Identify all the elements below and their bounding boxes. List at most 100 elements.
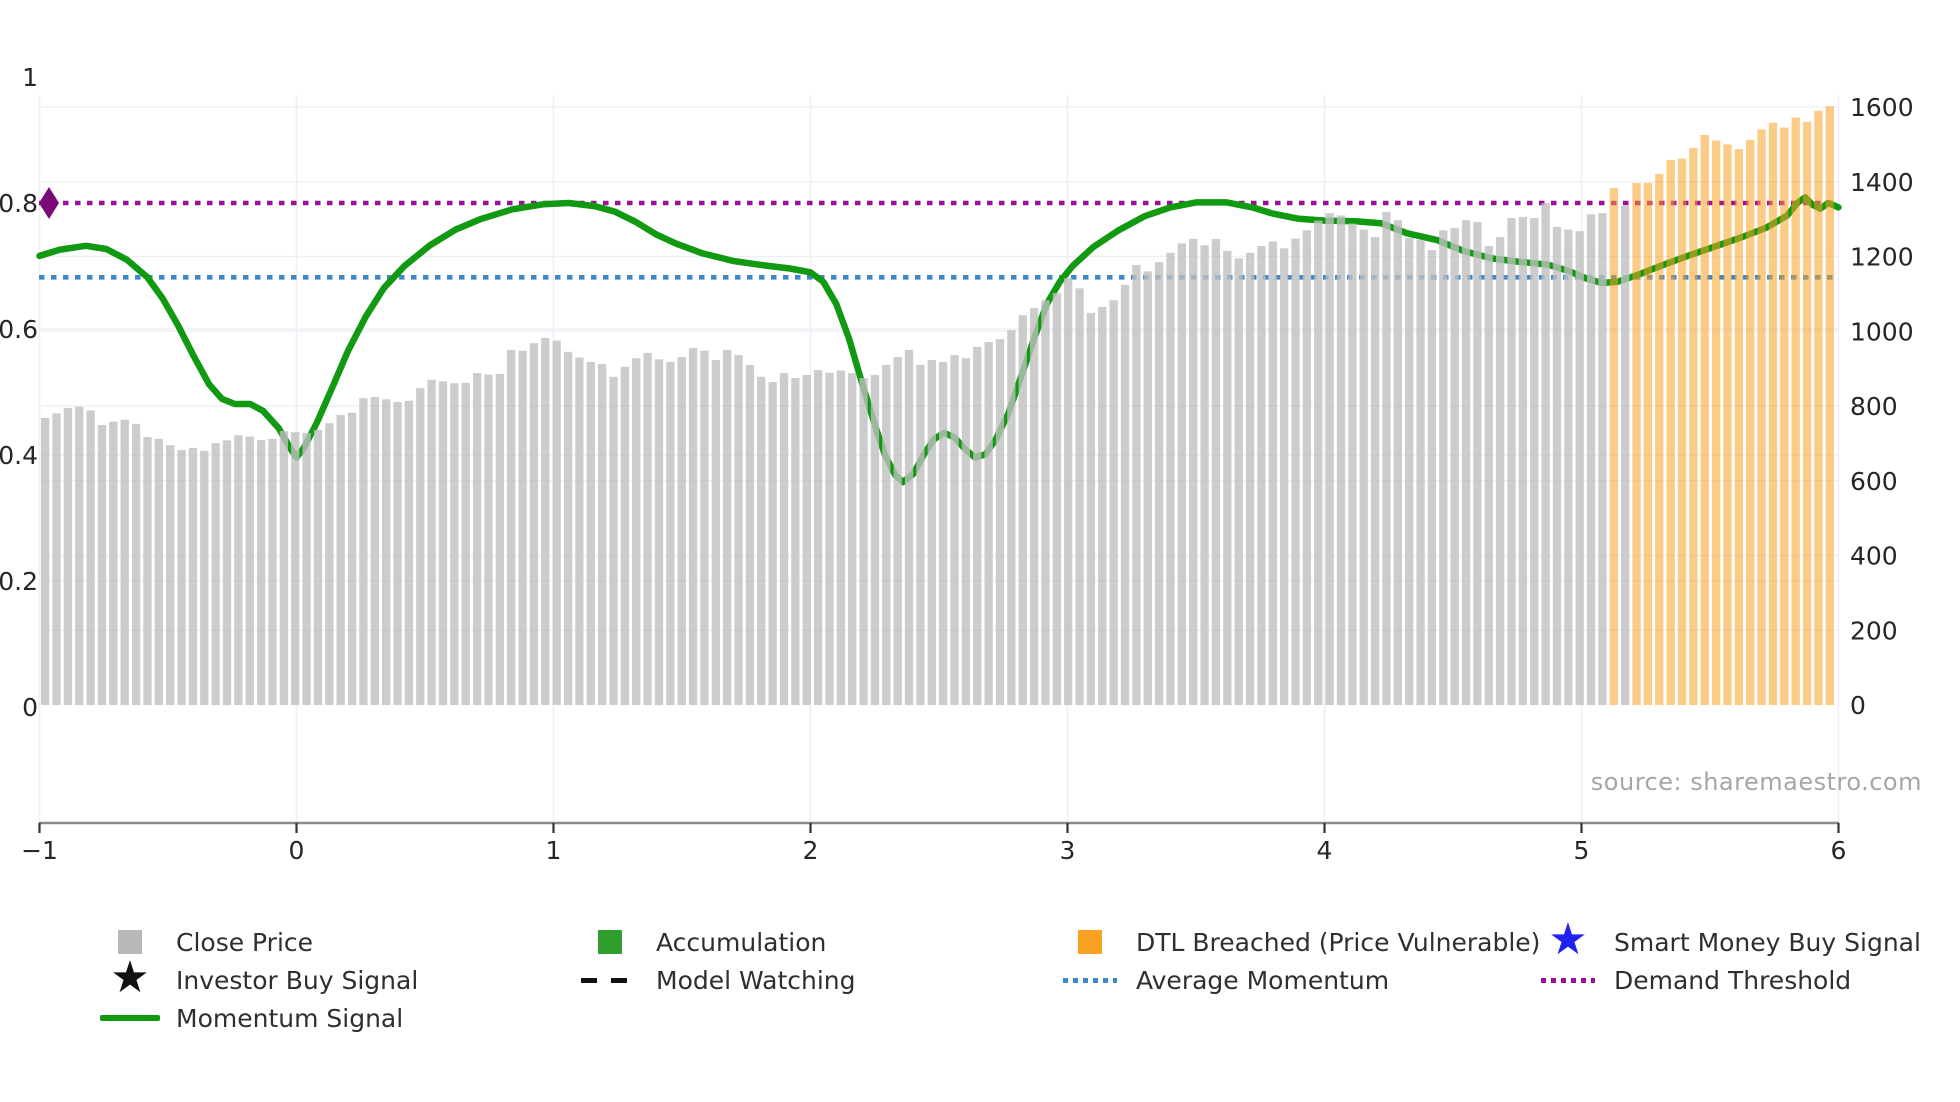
close-price-bar	[1575, 231, 1584, 705]
close-price-bar	[507, 349, 516, 705]
dtl-breached-label: DTL Breached (Price Vulnerable)	[1136, 927, 1541, 957]
legend-item-model-watching: Model Watching	[578, 961, 856, 999]
x-axis: −1 0 1 2 3 4 5 6	[21, 821, 1846, 865]
dtl-breached-bar	[1609, 188, 1618, 706]
x-tick-label: 5	[1574, 836, 1590, 865]
close-price-bar	[256, 440, 266, 705]
close-price-bar	[404, 400, 414, 705]
close-price-bar	[654, 359, 664, 705]
dtl-breached-bar	[1802, 121, 1812, 705]
close-price-bar	[1098, 307, 1107, 705]
right-axis-tick-label: 1600	[1850, 93, 1914, 122]
close-price-bar	[632, 358, 641, 705]
close-price-bar	[723, 349, 732, 705]
close-price-square-icon	[118, 930, 142, 954]
close-price-bar	[620, 366, 630, 705]
close-price-bar	[370, 397, 379, 705]
dtl-breached-bar	[1780, 127, 1789, 706]
right-axis-tick-label: 200	[1850, 616, 1898, 645]
reference-lines	[39, 200, 1839, 280]
close-price-bar	[1507, 218, 1516, 705]
close-price-bar	[1109, 300, 1118, 705]
close-price-bar	[1621, 206, 1630, 705]
x-tick-label: 0	[289, 836, 305, 865]
dtl-breached-bar	[1825, 106, 1834, 706]
close-price-bar	[245, 436, 254, 705]
legend-item-accumulation: Accumulation	[578, 923, 856, 961]
close-price-bar	[1143, 271, 1152, 705]
close-price-bar	[1530, 218, 1539, 705]
close-price-bar	[768, 382, 777, 705]
close-price-bar	[1336, 215, 1346, 705]
investor-buy-signal-star-icon: ★	[110, 952, 150, 1003]
x-tick-label: 3	[1060, 836, 1076, 865]
close-price-bar	[1177, 243, 1187, 705]
legend-column-4: ★ Smart Money Buy Signal Demand Threshold	[1536, 918, 1921, 999]
close-price-bar	[177, 450, 186, 705]
close-price-bar	[1495, 237, 1505, 705]
smart-money-buy-signal-swatch-icon: ★	[1536, 918, 1600, 962]
close-price-bar	[1473, 222, 1482, 705]
close-price-bar	[359, 398, 368, 705]
x-tick-label: 4	[1317, 836, 1333, 865]
smart-money-buy-signal-label: Smart Money Buy Signal	[1614, 927, 1921, 957]
left-axis-tick-label: 0.8	[0, 189, 38, 218]
close-price-bar	[995, 339, 1005, 705]
close-price-bar	[1314, 220, 1323, 705]
close-price-bar	[120, 419, 129, 705]
close-price-bar	[1154, 262, 1164, 705]
close-price-bar	[802, 375, 811, 705]
close-price-bar	[882, 364, 891, 705]
close-price-bar	[427, 379, 436, 705]
close-price-bar	[41, 418, 50, 705]
x-tick-label: 2	[803, 836, 819, 865]
demand-threshold-label: Demand Threshold	[1614, 965, 1852, 995]
legend-item-dtl-breached: DTL Breached (Price Vulnerable)	[1058, 923, 1540, 961]
close-price-bar	[154, 438, 163, 705]
close-price-bar	[1348, 223, 1357, 705]
legend: Close Price ★ Investor Buy Signal Momentum …	[0, 918, 1960, 1083]
close-price-bar	[1291, 238, 1300, 705]
close-price-bar	[666, 361, 675, 705]
left-axis-labels: 0 0.2 0.4 0.6 0.8 1	[0, 63, 38, 722]
legend-item-demand-threshold: Demand Threshold	[1536, 961, 1921, 999]
close-price-bar	[86, 410, 95, 705]
dtl-breached-bar	[1746, 139, 1755, 705]
close-price-bar	[1268, 241, 1277, 705]
close-price-bar	[450, 383, 459, 705]
dtl-breached-bar	[1734, 149, 1743, 705]
close-price-bar	[1029, 308, 1039, 705]
right-axis-tick-label: 1200	[1850, 243, 1914, 272]
dtl-breached-bar	[1689, 148, 1698, 706]
close-price-bar	[1484, 246, 1493, 705]
close-price-bar	[1552, 227, 1562, 705]
close-price-bar	[336, 415, 345, 705]
close-price-bar	[1302, 230, 1312, 706]
close-price-bar	[438, 381, 448, 705]
close-price-bar	[1586, 214, 1596, 706]
close-price-bar	[1416, 240, 1425, 705]
legend-item-smart-money-buy-signal: ★ Smart Money Buy Signal	[1536, 918, 1921, 962]
dtl-breached-bar	[1677, 158, 1687, 706]
close-price-bar	[1450, 228, 1459, 705]
close-price-bar	[52, 413, 61, 705]
close-price-bar	[973, 346, 982, 705]
close-price-bar	[575, 357, 584, 705]
close-price-bar	[609, 376, 618, 705]
close-price-bar	[529, 343, 539, 705]
investor-buy-signal-label: Investor Buy Signal	[176, 965, 419, 995]
close-price-bar	[1405, 238, 1414, 705]
right-axis-labels: 0 200 400 600 800 1000 1200 1400 1600	[1850, 93, 1914, 720]
legend-item-investor-buy-signal: ★ Investor Buy Signal	[98, 952, 419, 1003]
close-price-bar	[813, 370, 823, 705]
close-price-bar	[1064, 278, 1073, 705]
model-watching-label: Model Watching	[656, 965, 856, 995]
close-price-bar	[1280, 248, 1289, 706]
momentum-signal-swatch-icon	[98, 999, 162, 1037]
close-price-bar	[791, 378, 800, 705]
close-price-bar	[313, 429, 323, 705]
close-price-bar	[1086, 312, 1096, 705]
close-price-bar	[461, 382, 470, 705]
investor-buy-signal-swatch-icon: ★	[98, 952, 162, 1003]
